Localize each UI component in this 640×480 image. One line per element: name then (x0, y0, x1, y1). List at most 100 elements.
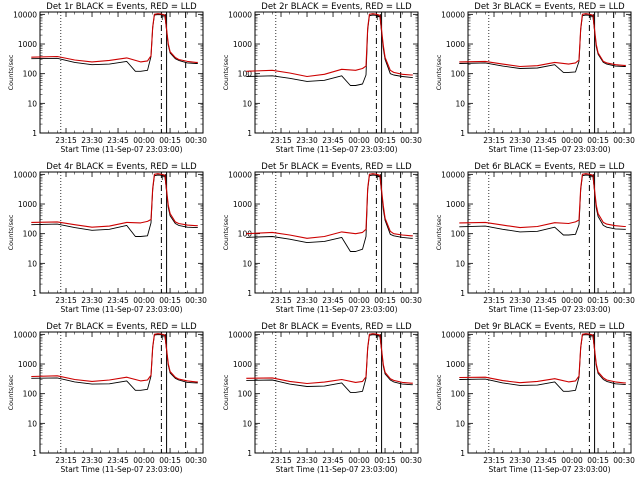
y-tick-label: 10000 (441, 330, 465, 339)
x-tick-label: 00:00 (348, 456, 370, 465)
plot-frame (467, 11, 632, 134)
y-tick-label: 1 (247, 289, 252, 298)
y-axis-label: Counts/sec (7, 54, 15, 90)
x-axis-label: Start Time (11-Sep-07 23:03:00) (61, 145, 183, 154)
y-axis-label: Counts/sec (7, 374, 15, 410)
x-tick-label: 00:00 (348, 296, 370, 305)
x-tick-label: 00:15 (374, 296, 396, 305)
lld-series-line (31, 13, 198, 63)
x-tick-label: 23:30 (296, 296, 318, 305)
y-tick-label: 10000 (13, 170, 37, 179)
events-series-line (459, 14, 626, 73)
y-tick-label: 10 (455, 259, 465, 268)
y-axis-label: Counts/sec (7, 214, 15, 250)
x-tick-label: 00:30 (613, 296, 635, 305)
x-tick-label: 23:15 (55, 296, 77, 305)
x-tick-label: 23:30 (81, 456, 103, 465)
panel-det-9r: Det 9r BLACK = Events, RED = LLD 1 10 100 10… (435, 322, 635, 474)
plot-frame (467, 171, 632, 294)
h-marker-label: H (161, 13, 167, 22)
h-marker-label: H (161, 333, 167, 342)
events-series-line (31, 174, 198, 237)
h-marker-label: H (376, 333, 382, 342)
y-axis-label: Counts/sec (435, 374, 443, 410)
panel-det-1r: Det 1r BLACK = Events, RED = LLD 1 10 100 10… (7, 2, 207, 154)
x-tick-label: 00:15 (587, 296, 609, 305)
panel-title: Det 7r BLACK = Events, RED = LLD (46, 322, 197, 332)
x-tick-label: 23:45 (107, 296, 129, 305)
lld-series-line (246, 13, 413, 78)
y-tick-label: 10 (242, 419, 252, 428)
plot-frame (39, 331, 204, 454)
x-tick-label: 23:30 (81, 136, 103, 145)
x-tick-label: 23:15 (55, 136, 77, 145)
panel-title: Det 2r BLACK = Events, RED = LLD (261, 2, 412, 12)
y-tick-label: 1 (460, 289, 465, 298)
x-tick-label: 00:30 (185, 296, 207, 305)
y-axis-label: Counts/sec (222, 54, 230, 90)
x-tick-label: 23:15 (270, 296, 292, 305)
x-tick-label: 23:45 (107, 136, 129, 145)
y-tick-label: 1000 (446, 40, 465, 49)
y-tick-label: 10 (242, 99, 252, 108)
x-tick-label: 23:45 (535, 136, 557, 145)
panel-title: Det 6r BLACK = Events, RED = LLD (474, 162, 625, 172)
lld-series-line (31, 333, 198, 383)
events-series-line (31, 14, 198, 72)
y-tick-label: 100 (23, 390, 38, 399)
y-tick-label: 1000 (18, 360, 37, 369)
lld-series-line (459, 13, 626, 68)
panel-det-4r: Det 4r BLACK = Events, RED = LLD 1 10 100 10… (7, 162, 207, 314)
y-axis-label: Counts/sec (435, 54, 443, 90)
x-tick-label: 23:45 (322, 456, 344, 465)
y-tick-label: 10000 (13, 10, 37, 19)
panel-det-2r: Det 2r BLACK = Events, RED = LLD 1 10 100 10… (222, 2, 422, 154)
x-tick-label: 00:00 (561, 456, 583, 465)
y-tick-label: 100 (451, 70, 466, 79)
x-tick-label: 23:15 (55, 456, 77, 465)
x-tick-label: 00:30 (400, 296, 422, 305)
y-tick-label: 1000 (233, 200, 252, 209)
panel-det-3r: Det 3r BLACK = Events, RED = LLD 1 10 100 10… (435, 2, 635, 154)
h-marker-label: H (589, 173, 595, 182)
x-tick-label: 00:30 (400, 136, 422, 145)
plot-frame (254, 11, 419, 134)
x-tick-label: 00:00 (348, 136, 370, 145)
panel-det-6r: Det 6r BLACK = Events, RED = LLD 1 10 100 10… (435, 162, 635, 314)
lld-series-line (459, 173, 626, 229)
x-axis-label: Start Time (11-Sep-07 23:03:00) (276, 145, 398, 154)
y-tick-label: 1000 (18, 200, 37, 209)
y-tick-label: 100 (451, 230, 466, 239)
x-tick-label: 23:45 (107, 456, 129, 465)
events-series-line (459, 174, 626, 236)
y-tick-label: 10000 (228, 170, 252, 179)
x-tick-label: 23:30 (509, 136, 531, 145)
x-tick-label: 23:15 (270, 456, 292, 465)
x-tick-label: 00:30 (613, 136, 635, 145)
x-tick-label: 00:15 (374, 136, 396, 145)
x-tick-label: 00:15 (159, 136, 181, 145)
h-marker-label: H (161, 173, 167, 182)
x-axis-label: Start Time (11-Sep-07 23:03:00) (489, 465, 611, 474)
y-tick-label: 100 (23, 70, 38, 79)
events-series-line (246, 174, 413, 252)
panel-det-5r: Det 5r BLACK = Events, RED = LLD 1 10 100 10… (222, 162, 422, 314)
y-tick-label: 10 (27, 99, 37, 108)
y-tick-label: 1 (247, 129, 252, 138)
x-tick-label: 23:45 (535, 296, 557, 305)
y-tick-label: 1000 (233, 360, 252, 369)
y-tick-label: 1 (32, 129, 37, 138)
x-tick-label: 00:15 (159, 456, 181, 465)
x-tick-label: 00:30 (613, 456, 635, 465)
h-marker-label: H (589, 13, 595, 22)
x-tick-label: 00:30 (185, 456, 207, 465)
x-axis-label: Start Time (11-Sep-07 23:03:00) (489, 305, 611, 314)
x-tick-label: 23:15 (483, 296, 505, 305)
y-tick-label: 10000 (228, 330, 252, 339)
plot-frame (467, 331, 632, 454)
x-tick-label: 00:15 (587, 136, 609, 145)
x-tick-label: 00:00 (561, 136, 583, 145)
panel-title: Det 8r BLACK = Events, RED = LLD (261, 322, 412, 332)
panel-det-7r: Det 7r BLACK = Events, RED = LLD 1 10 100 10… (7, 322, 207, 474)
y-tick-label: 1000 (446, 200, 465, 209)
